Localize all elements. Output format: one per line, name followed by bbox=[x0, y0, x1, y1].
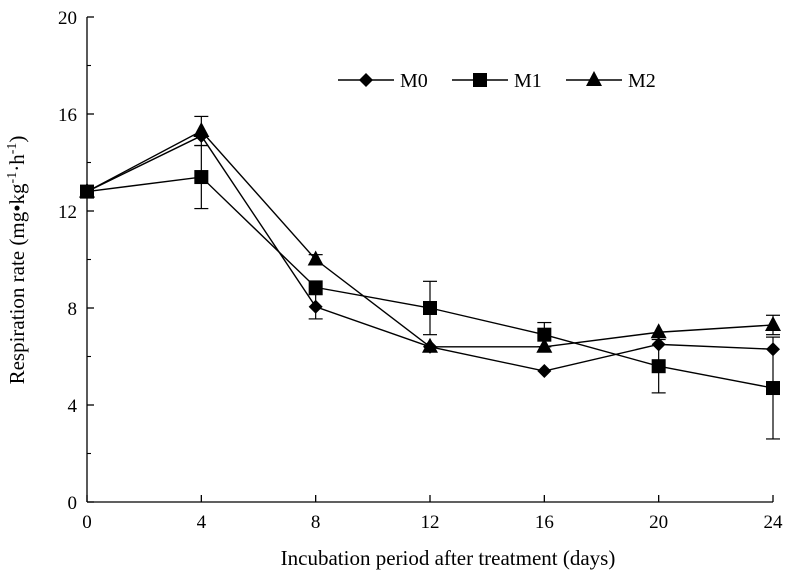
legend-marker-m2 bbox=[586, 71, 602, 86]
x-tick-label-8: 8 bbox=[311, 512, 321, 533]
point-m2-20 bbox=[650, 323, 667, 339]
y-axis-title-sup2: -1 bbox=[5, 143, 20, 155]
y-tick-label-0: 0 bbox=[68, 493, 78, 514]
point-m0-8 bbox=[308, 299, 323, 314]
x-tick-label-24: 24 bbox=[764, 512, 784, 533]
y-axis-title-main: Respiration rate (mg•kg bbox=[5, 183, 29, 384]
y-axis-title: Respiration rate (mg•kg-1·h-1) bbox=[5, 136, 29, 385]
y-axis-title-sup1: -1 bbox=[5, 172, 20, 184]
point-m1-8 bbox=[308, 280, 323, 295]
y-axis-title-end: ) bbox=[5, 136, 29, 143]
x-tick-label-4: 4 bbox=[197, 512, 207, 533]
point-m0-16 bbox=[537, 364, 552, 379]
legend-label-m0: M0 bbox=[400, 70, 428, 92]
legend-label-m2: M2 bbox=[628, 70, 656, 92]
x-axis-title: Incubation period after treatment (days) bbox=[281, 546, 616, 570]
point-m1-24 bbox=[766, 381, 780, 396]
point-m0-24 bbox=[766, 342, 780, 357]
series-markers bbox=[79, 121, 781, 396]
y-tick-label-12: 12 bbox=[58, 202, 77, 223]
y-tick-label-20: 20 bbox=[58, 8, 77, 29]
ticks: 0 4 8 12 16 20 0 4 8 12 16 20 24 bbox=[58, 8, 783, 533]
point-m2-16 bbox=[536, 337, 553, 353]
legend-item-m1: M1 bbox=[452, 70, 542, 92]
y-axis-title-mid: ·h bbox=[5, 154, 29, 172]
legend-marker-m0 bbox=[359, 73, 373, 87]
x-tick-label-20: 20 bbox=[649, 512, 668, 533]
x-tick-label-16: 16 bbox=[535, 512, 554, 533]
point-m2-24 bbox=[765, 315, 781, 331]
point-m0-20 bbox=[651, 337, 666, 352]
point-m2-12 bbox=[422, 337, 438, 353]
point-m1-16 bbox=[537, 327, 552, 342]
legend-item-m0: M0 bbox=[338, 70, 428, 92]
point-m2-4 bbox=[193, 121, 210, 137]
x-tick-label-12: 12 bbox=[421, 512, 440, 533]
y-tick-label-16: 16 bbox=[58, 105, 77, 126]
legend: M0 M1 M2 bbox=[338, 70, 656, 92]
error-bars bbox=[194, 115, 780, 440]
axes bbox=[86, 17, 773, 503]
line-m0 bbox=[86, 134, 774, 372]
legend-marker-m1 bbox=[473, 73, 487, 87]
point-m2-8 bbox=[307, 250, 324, 266]
point-m1-20 bbox=[651, 359, 666, 374]
point-m1-12 bbox=[423, 301, 437, 315]
point-m1-4 bbox=[194, 170, 209, 185]
x-tick-label-0: 0 bbox=[82, 512, 92, 533]
legend-label-m1: M1 bbox=[514, 70, 542, 92]
y-tick-label-8: 8 bbox=[68, 299, 78, 320]
y-tick-label-4: 4 bbox=[68, 396, 78, 417]
legend-item-m2: M2 bbox=[566, 70, 656, 92]
